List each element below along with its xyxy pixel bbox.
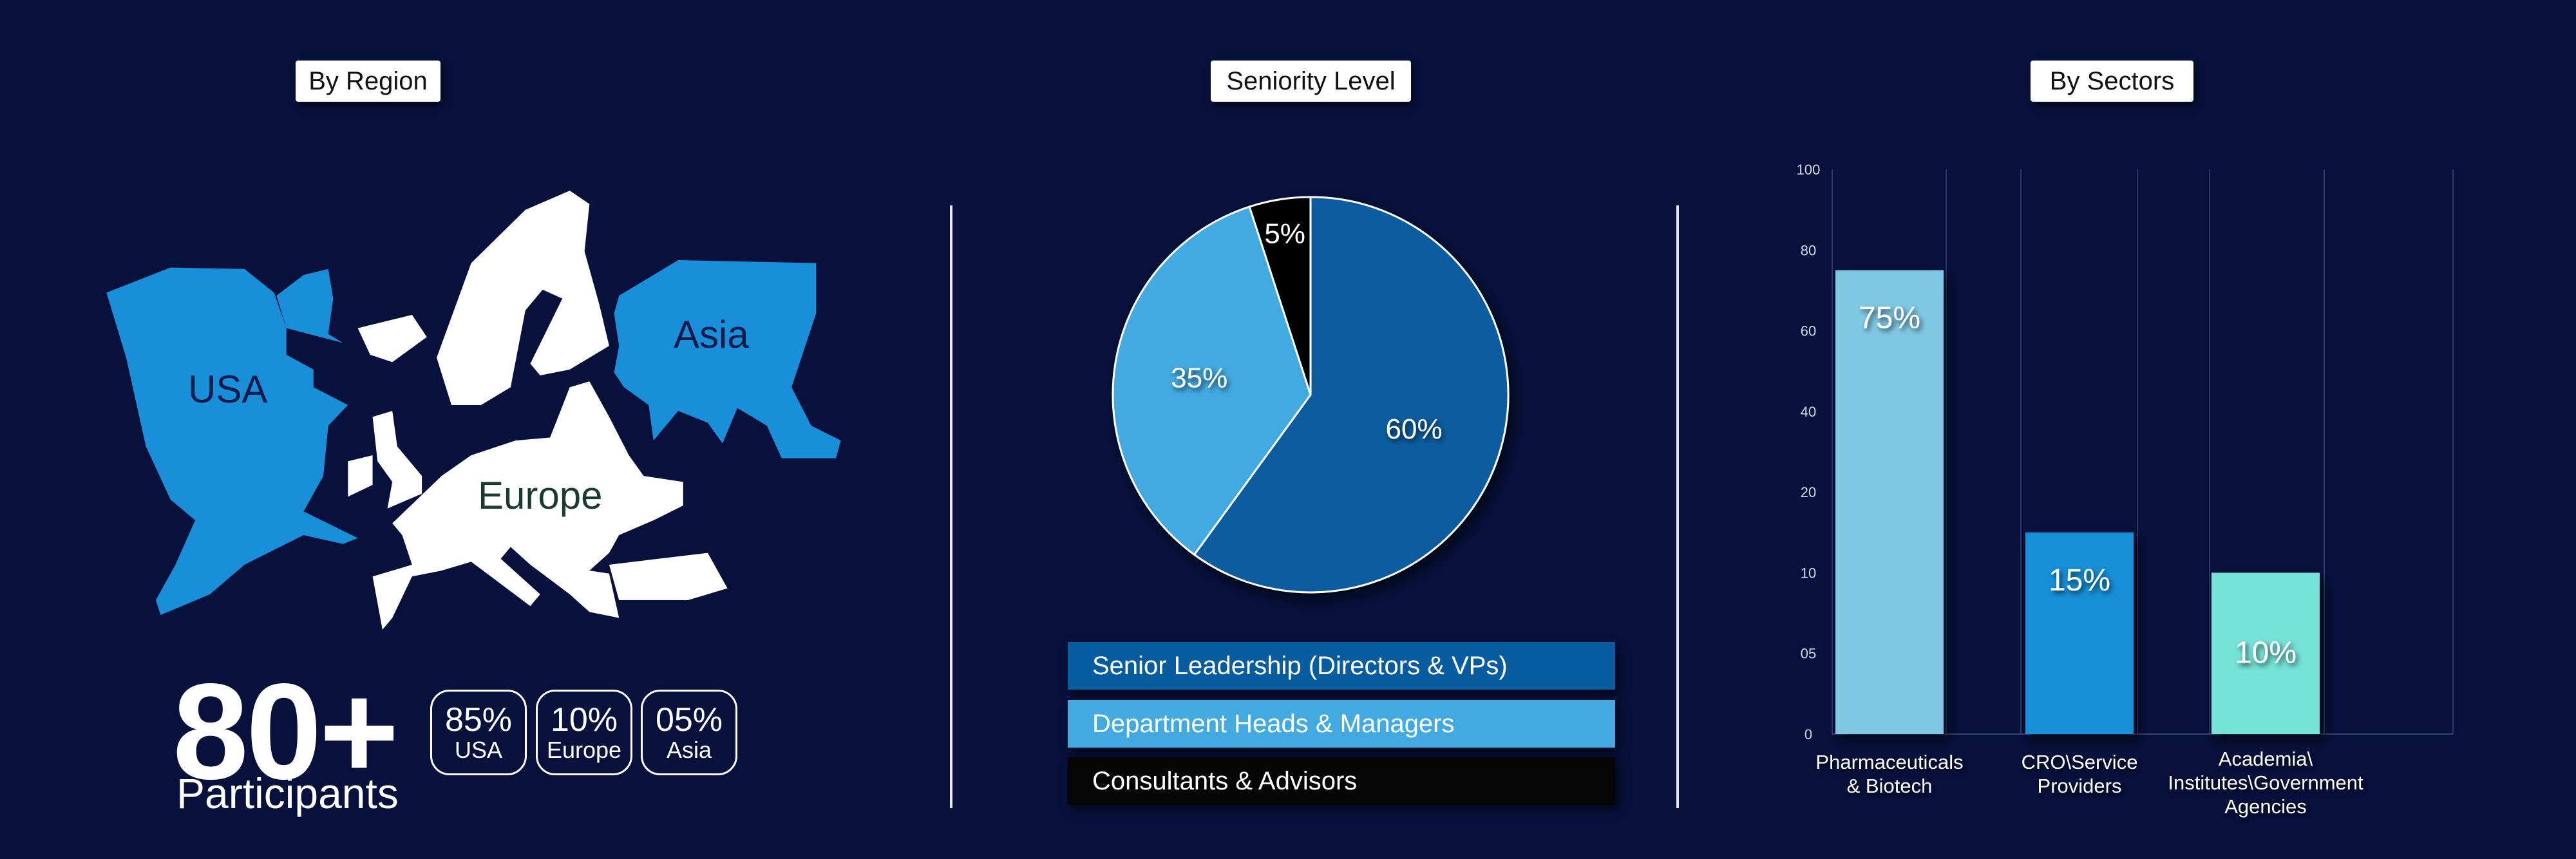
badge-europe: 10% Europe (536, 690, 632, 775)
badge-pct: 05% (655, 701, 723, 739)
participants-label: Participants (176, 769, 399, 817)
legend-department-heads: Department Heads & Managers (1068, 700, 1615, 748)
europe-region-shape (348, 191, 728, 630)
legend-consultants: Consultants & Advisors (1068, 757, 1615, 805)
y-tick-label: 100 (1797, 162, 1821, 178)
bar (1835, 270, 1944, 734)
badge-usa: 85% USA (430, 690, 527, 775)
x-category-label: Academia\ Institutes\Government Agencies (2168, 748, 2363, 818)
x-category-label: Pharmaceuticals & Biotech (1815, 751, 1964, 797)
y-tick-label: 20 (1801, 484, 1816, 500)
pie-slice (1193, 196, 1510, 594)
asia-region-shape (614, 260, 841, 458)
legend-senior-leadership: Senior Leadership (Directors & VPs) (1068, 642, 1615, 690)
map-label-asia: Asia (674, 313, 749, 356)
pie-slice (1248, 196, 1312, 395)
badge-pct: 10% (550, 701, 618, 739)
y-tick-label: 0 (1804, 726, 1812, 742)
map-label-usa: USA (188, 368, 268, 411)
by-sectors-title: By Sectors (2031, 61, 2193, 102)
divider-right (1676, 205, 1679, 808)
by-region-title: By Region (296, 61, 440, 102)
pie-data-label: 35% (1171, 363, 1227, 394)
badge-asia: 05% Asia (641, 690, 737, 775)
badge-label: USA (454, 737, 503, 763)
y-tick-label: 10 (1801, 565, 1816, 581)
badge-label: Asia (666, 737, 712, 763)
bar (2025, 532, 2134, 734)
divider-left (950, 205, 952, 808)
bar-data-label: 15% (2049, 563, 2110, 598)
y-tick-label: 80 (1801, 242, 1816, 258)
y-tick-label: 60 (1801, 323, 1816, 339)
usa-region-shape (106, 267, 358, 615)
badge-label: Europe (546, 737, 622, 763)
y-tick-label: 40 (1801, 404, 1816, 420)
bar (2211, 572, 2320, 734)
badge-pct: 85% (444, 701, 513, 739)
bar-data-label: 75% (1859, 301, 1920, 335)
map-label-europe: Europe (478, 474, 603, 517)
region-map (106, 191, 841, 630)
bar-data-label: 10% (2235, 636, 2297, 670)
pie-data-label: 5% (1264, 218, 1305, 249)
participants-total: 80+ (173, 655, 399, 807)
x-category-label: CRO\Service Providers (2021, 751, 2138, 797)
y-tick-label: 05 (1801, 646, 1816, 662)
seniority-level-title: Seniority Level (1211, 61, 1411, 102)
pie-data-label: 60% (1386, 413, 1443, 445)
pie-slice (1112, 205, 1312, 556)
